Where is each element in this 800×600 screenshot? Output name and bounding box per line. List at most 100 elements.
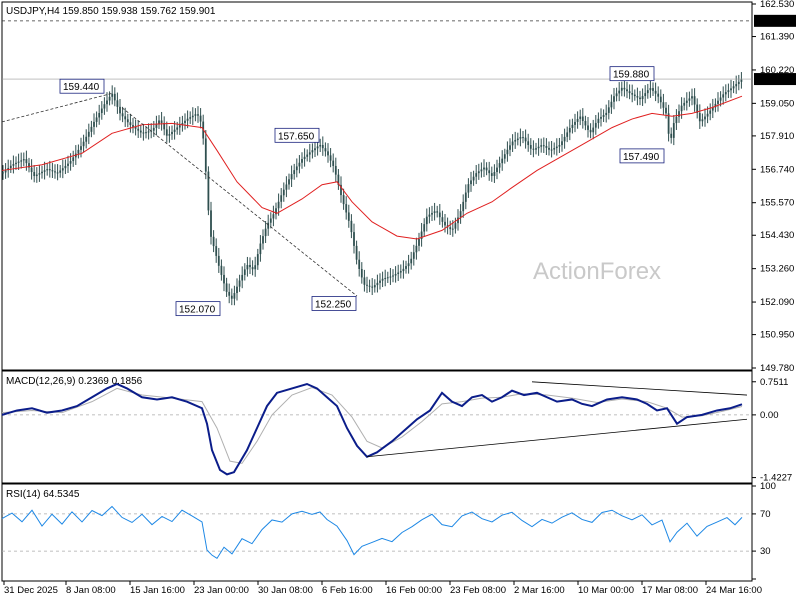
candle-body	[160, 120, 163, 123]
axis-layer: 162.530 161.390 160.220 159.050 157.910 156.7…	[3, 0, 796, 596]
candle-body	[691, 96, 693, 99]
candle-body	[116, 100, 119, 107]
candle-body	[516, 138, 519, 141]
candle-body	[381, 278, 384, 281]
candle-body	[340, 184, 342, 196]
candle-body	[501, 158, 504, 164]
candle-body	[470, 180, 472, 185]
candle-body	[542, 145, 545, 147]
annotation-box	[274, 127, 320, 143]
candle-body	[145, 132, 147, 134]
candle-body	[376, 282, 379, 286]
x-tick-label: 2 Mar 16:00	[514, 585, 565, 596]
x-tick-label: 6 Feb 16:00	[322, 585, 373, 596]
price-level-label: 159.901	[758, 75, 792, 86]
candle-body	[152, 127, 155, 131]
macd-title: MACD(12,26,9) 0.2369 0.1856	[6, 376, 143, 387]
annotation-box	[311, 296, 357, 311]
candle-body	[727, 90, 730, 93]
candle-body	[132, 125, 134, 127]
candle-body	[12, 164, 15, 166]
candle-body	[394, 274, 397, 276]
x-tick-label: 10 Mar 00:00	[578, 585, 634, 596]
macd-panel-frame	[1, 370, 753, 484]
candle-body	[290, 174, 293, 180]
candle-body	[646, 90, 649, 94]
candle-body	[704, 116, 706, 120]
candle-body	[129, 122, 132, 126]
candle-body	[72, 157, 75, 162]
candle-body	[384, 278, 387, 280]
x-tick-label: 8 Jan 08:00	[66, 585, 116, 596]
candle-body	[210, 210, 212, 237]
candle-body	[124, 116, 127, 120]
trend-line	[121, 107, 358, 297]
candle-body	[17, 161, 20, 163]
rsi-layer	[1, 505, 752, 560]
annotation-label: 157.490	[623, 152, 660, 163]
candle-body	[740, 79, 743, 82]
rsi-tick-label: 100	[760, 481, 776, 492]
price-tick-label: 161.390	[760, 32, 794, 43]
candle-body	[319, 144, 322, 147]
candle-body	[701, 119, 704, 122]
candle-body	[147, 131, 150, 133]
candle-body	[360, 268, 363, 278]
price-tick-label: 162.530	[760, 0, 794, 10]
candle-body	[553, 148, 556, 150]
candle-body	[332, 160, 335, 166]
candle-body	[566, 132, 569, 137]
macd-layer	[1, 381, 752, 476]
candle-body	[714, 103, 717, 108]
price-panel-frame	[1, 1, 753, 371]
candle-body	[100, 108, 103, 114]
x-tick-label: 30 Jan 08:00	[258, 585, 313, 596]
candle-body	[282, 189, 285, 196]
candle-body	[46, 169, 49, 171]
candle-body	[285, 184, 288, 190]
candle-body	[373, 285, 376, 288]
candle-body	[464, 192, 467, 202]
candle-body	[311, 150, 314, 153]
candle-body	[197, 114, 199, 116]
candle-body	[113, 93, 116, 101]
candle-body	[574, 121, 576, 125]
annotation-label: 152.070	[179, 305, 216, 316]
candle-body	[126, 119, 129, 123]
candle-body	[241, 274, 244, 281]
candle-body	[641, 96, 644, 100]
candle-body	[358, 259, 361, 269]
candle-body	[449, 227, 452, 230]
candle-body	[67, 163, 69, 166]
candle-body	[324, 148, 327, 152]
candle-body	[693, 96, 696, 105]
candle-body	[519, 137, 522, 139]
candle-body	[587, 125, 589, 130]
candle-body	[327, 151, 329, 156]
candle-body	[288, 179, 290, 185]
x-tick-label: 23 Jan 00:00	[194, 585, 249, 596]
candle-body	[633, 94, 636, 97]
candle-body	[194, 114, 197, 116]
price-tick-label: 160.220	[760, 65, 794, 76]
candle-body	[363, 277, 366, 285]
candle-body	[215, 246, 218, 256]
candle-body	[561, 141, 563, 146]
candle-body	[675, 116, 678, 124]
candle-body	[139, 130, 142, 133]
candle-body	[678, 111, 680, 117]
candle-body	[80, 146, 82, 150]
candle-body	[423, 224, 426, 232]
candle-body	[121, 113, 124, 117]
candle-body	[93, 121, 95, 127]
candle-body	[524, 137, 527, 142]
candle-body	[350, 220, 353, 233]
candle-body	[548, 147, 550, 150]
annotation-label: 152.250	[315, 299, 352, 310]
candle-body	[568, 127, 571, 133]
rsi-tick-label: 30	[760, 546, 771, 557]
candle-body	[61, 168, 64, 171]
candle-body	[711, 107, 714, 111]
candle-body	[366, 284, 368, 286]
candle-body	[225, 283, 228, 292]
